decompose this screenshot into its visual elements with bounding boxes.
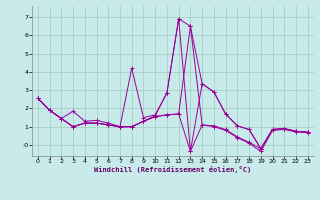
X-axis label: Windchill (Refroidissement éolien,°C): Windchill (Refroidissement éolien,°C)	[94, 166, 252, 173]
